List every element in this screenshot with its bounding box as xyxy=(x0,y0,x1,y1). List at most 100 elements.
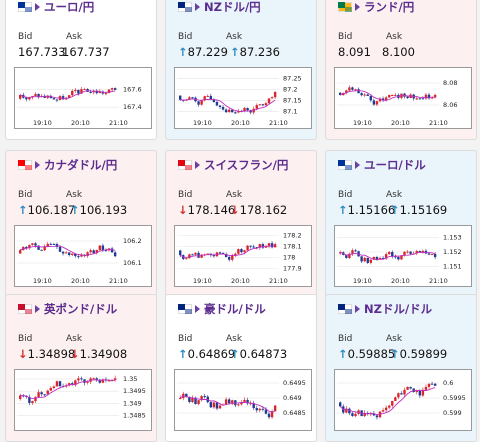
candle-body xyxy=(406,386,409,390)
candle-body xyxy=(415,98,418,100)
candle-body xyxy=(113,378,117,380)
rate-card[interactable]: NZドル/ドル Bid Ask ↑0.59885 ↑0.59899 0.6 0.5995 0.… xyxy=(325,294,477,442)
candle-body xyxy=(234,253,237,256)
candle-body xyxy=(19,94,22,99)
ask-value: ↑106.193 xyxy=(70,203,127,217)
candle-body xyxy=(80,254,83,257)
y-tick-label: 87.1 xyxy=(283,108,297,116)
pair-title[interactable]: ユーロ/ドル xyxy=(364,158,426,172)
bid-value: ↑87.229 xyxy=(178,45,228,59)
candle-body xyxy=(77,256,80,258)
candlestick-chart: 178.2 178.1 178 177.9 19:10 20:10 21:10 xyxy=(177,232,302,285)
candle-body xyxy=(375,257,379,260)
card-header[interactable]: スイスフラン/円 xyxy=(178,158,288,172)
rate-card[interactable]: ユーロ/ドル Bid Ask ↑1.15166 ↑1.15169 1.153 1.152 1.… xyxy=(325,150,477,298)
bid-label: Bid xyxy=(338,32,353,42)
chevron-right-icon xyxy=(35,161,40,169)
candle-body xyxy=(258,104,262,106)
price-chart[interactable]: 0.6495 0.649 0.6485 xyxy=(174,369,312,431)
y-tick-label: 1.349 xyxy=(123,399,142,407)
candle-body xyxy=(203,96,206,101)
rate-card[interactable]: NZドル/円 Bid Ask ↑87.229 ↑87.236 87.25 87.2 87.15… xyxy=(165,0,317,140)
ask-value: ↑87.236 xyxy=(230,45,280,59)
candle-body xyxy=(381,257,385,259)
candle-body xyxy=(209,402,213,408)
bid-value: 8.091 xyxy=(338,45,371,59)
candle-body xyxy=(366,257,369,263)
candle-body xyxy=(58,246,62,252)
card-header[interactable]: ユーロ/ドル xyxy=(338,158,426,172)
price-chart[interactable]: 167.6 167.4 19:10 20:10 21:10 xyxy=(14,67,152,129)
rate-card[interactable]: 豪ドル/ドル Bid Ask ↑0.64869 ↑0.64873 0.6495 0.649 0… xyxy=(165,294,317,442)
price-chart[interactable]: 8.08 8.06 19:10 20:10 21:10 xyxy=(334,67,472,129)
pair-title[interactable]: カナダドル/円 xyxy=(44,158,118,172)
card-header[interactable]: ユーロ/円 xyxy=(18,0,94,14)
card-header[interactable]: カナダドル/円 xyxy=(18,158,117,172)
moving-average-line xyxy=(179,244,276,258)
candle-body xyxy=(185,393,188,398)
chevron-right-icon xyxy=(35,305,40,313)
ask-label: Ask xyxy=(386,190,403,200)
moving-average-line xyxy=(19,245,116,256)
rate-card[interactable]: 英ポンド/ドル Bid Ask ↓1.34898 ↓1.34908 1.35 1.3495 1… xyxy=(5,294,157,442)
rate-card[interactable]: スイスフラン/円 Bid Ask ↓178.146 ↓178.162 178.2 178.1… xyxy=(165,150,317,298)
candle-body xyxy=(348,87,351,91)
candle-body xyxy=(345,254,348,258)
candle-body xyxy=(354,250,357,252)
y-tick-label: 1.3485 xyxy=(123,412,146,420)
candle-body xyxy=(270,243,274,248)
candle-body xyxy=(55,99,59,101)
pair-title[interactable]: NZドル/円 xyxy=(204,0,261,14)
candle-body xyxy=(406,251,409,253)
candle-body xyxy=(28,396,31,403)
ask-value: 8.100 xyxy=(382,45,415,59)
candle-body xyxy=(113,88,117,90)
price-chart[interactable]: 0.6 0.5995 0.599 xyxy=(334,369,472,431)
candle-body xyxy=(37,245,40,250)
pair-title[interactable]: スイスフラン/円 xyxy=(204,158,289,172)
price-chart[interactable]: 1.153 1.152 1.151 19:10 20:10 21:10 xyxy=(334,225,472,287)
candle-body xyxy=(68,95,71,98)
pair-title[interactable]: ランド/円 xyxy=(364,0,415,14)
rate-card[interactable]: ランド/円 Bid Ask 8.091 8.100 8.08 8.06 19:10 20:10 2… xyxy=(325,0,477,140)
candle-body xyxy=(415,390,418,393)
candle-body xyxy=(221,252,225,255)
card-header[interactable]: NZドル/ドル xyxy=(338,302,432,316)
card-header[interactable]: 豪ドル/ドル xyxy=(178,302,266,316)
candle-body xyxy=(34,397,37,402)
y-tick-label: 106.1 xyxy=(123,259,142,267)
pair-title[interactable]: ユーロ/円 xyxy=(44,0,95,14)
candle-body xyxy=(255,105,258,109)
candle-body xyxy=(403,389,406,395)
candle-body xyxy=(49,388,53,391)
ask-label: Ask xyxy=(66,32,83,42)
price-chart[interactable]: 106.2 106.1 19:10 20:10 21:10 xyxy=(14,225,152,287)
candle-body xyxy=(360,256,363,262)
rate-card[interactable]: カナダドル/円 Bid Ask ↑106.187 ↑106.193 106.2 106.1 1… xyxy=(5,150,157,298)
pair-title[interactable]: 英ポンド/ドル xyxy=(44,302,118,316)
pair-title[interactable]: NZドル/ドル xyxy=(364,302,433,316)
card-header[interactable]: ランド/円 xyxy=(338,0,414,14)
ask-label: Ask xyxy=(226,32,243,42)
ask-value: ↓178.162 xyxy=(230,203,287,217)
rate-card[interactable]: ユーロ/円 Bid Ask 167.733 167.737 167.6 167.4 19:10… xyxy=(5,0,157,140)
price-chart[interactable]: 87.25 87.2 87.15 87.1 19:10 20:10 21:10 xyxy=(174,67,312,129)
candle-body xyxy=(49,243,53,245)
candle-body xyxy=(209,253,213,255)
pair-title[interactable]: 豪ドル/ドル xyxy=(204,302,266,316)
candle-body xyxy=(240,249,243,253)
candle-body xyxy=(430,254,434,256)
price-chart[interactable]: 1.35 1.3495 1.349 1.3485 xyxy=(14,369,152,431)
price-chart[interactable]: 178.2 178.1 178 177.9 19:10 20:10 21:10 xyxy=(174,225,312,287)
ask-label: Ask xyxy=(66,334,83,344)
x-tick-label: 21:10 xyxy=(269,119,288,127)
candle-body xyxy=(179,397,182,399)
card-header[interactable]: NZドル/円 xyxy=(178,0,261,14)
candle-body xyxy=(34,94,37,96)
candle-body xyxy=(270,97,274,99)
moving-average-line xyxy=(180,98,276,112)
y-tick-label: 1.35 xyxy=(123,375,137,383)
candle-body xyxy=(427,253,431,255)
card-header[interactable]: 英ポンド/ドル xyxy=(18,302,117,316)
y-tick-label: 0.599 xyxy=(443,409,462,417)
